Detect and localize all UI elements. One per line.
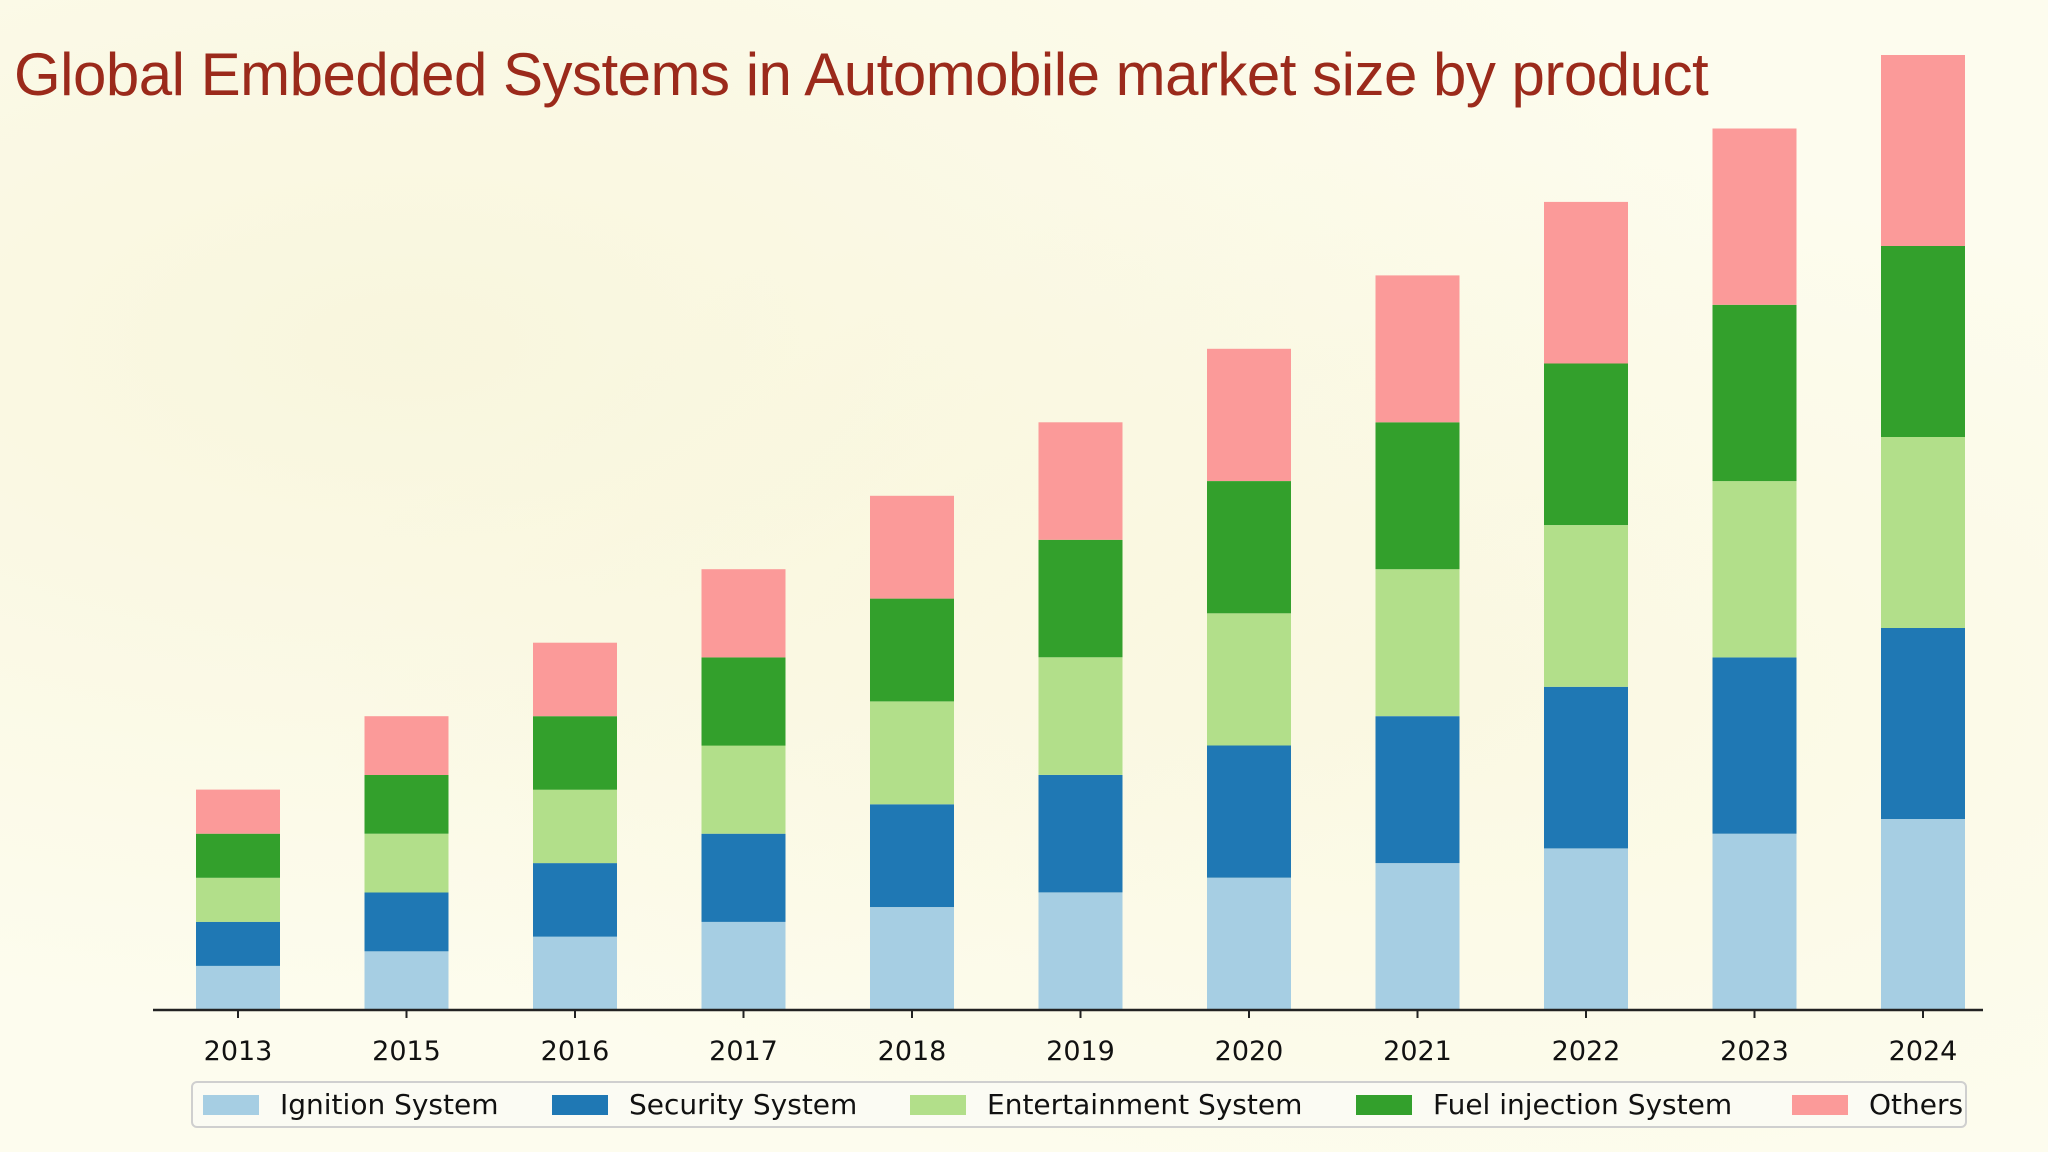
bar-segment-security-system-2016 bbox=[533, 863, 617, 937]
bar-segment-fuel-injection-system-2018 bbox=[870, 598, 954, 702]
bar-segment-entertainment-system-2016 bbox=[533, 789, 617, 864]
bar-segment-others-2016 bbox=[533, 642, 617, 717]
bar-segment-security-system-2024 bbox=[1881, 628, 1965, 819]
legend-label-fuel-injection-system: Fuel injection System bbox=[1433, 1088, 1732, 1121]
bar-segment-ignition-system-2021 bbox=[1375, 863, 1460, 1010]
x-tick-label-2023: 2023 bbox=[1720, 1036, 1789, 1067]
bar-segment-entertainment-system-2024 bbox=[1881, 437, 1965, 628]
bar-segment-fuel-injection-system-2022 bbox=[1544, 363, 1628, 526]
bar-segment-ignition-system-2018 bbox=[870, 907, 954, 1010]
bar-segment-others-2024 bbox=[1881, 55, 1965, 246]
bar-segment-fuel-injection-system-2013 bbox=[196, 833, 280, 878]
bar-segment-entertainment-system-2019 bbox=[1038, 657, 1123, 775]
x-tick-labels: 2013 2015 2016 2017 2018 2019 2020 2021 2022 2023… bbox=[204, 1010, 1958, 1067]
bars-layer bbox=[196, 55, 1965, 1010]
x-tick-label-2015: 2015 bbox=[372, 1036, 441, 1067]
bar-segment-ignition-system-2020 bbox=[1207, 877, 1291, 1010]
legend-swatch-fuel-injection-system bbox=[1356, 1095, 1412, 1115]
bar-segment-others-2018 bbox=[870, 495, 954, 599]
x-tick-label-2020: 2020 bbox=[1215, 1036, 1284, 1067]
legend-box bbox=[191, 1081, 1967, 1128]
bar-segment-others-2013 bbox=[196, 789, 280, 834]
bar-segment-ignition-system-2013 bbox=[196, 965, 280, 1010]
bar-segment-ignition-system-2015 bbox=[364, 951, 449, 1010]
bar-segment-fuel-injection-system-2023 bbox=[1712, 304, 1797, 482]
bar-segment-fuel-injection-system-2015 bbox=[364, 774, 449, 834]
bar-segment-security-system-2020 bbox=[1207, 745, 1291, 878]
x-tick-label-2024: 2024 bbox=[1889, 1036, 1958, 1067]
bar-segment-security-system-2023 bbox=[1712, 657, 1797, 834]
bar-segment-entertainment-system-2021 bbox=[1375, 569, 1460, 717]
chart-title: Global Embedded Systems in Automobile ma… bbox=[14, 41, 1709, 108]
bar-segment-entertainment-system-2022 bbox=[1544, 525, 1628, 687]
x-tick-label-2022: 2022 bbox=[1552, 1036, 1621, 1067]
bar-segment-entertainment-system-2020 bbox=[1207, 613, 1291, 746]
bar-segment-others-2017 bbox=[701, 569, 786, 658]
legend-label-ignition-system: Ignition System bbox=[280, 1088, 499, 1121]
bar-segment-fuel-injection-system-2016 bbox=[533, 716, 617, 790]
bar-segment-ignition-system-2016 bbox=[533, 936, 617, 1010]
bar-segment-ignition-system-2023 bbox=[1712, 833, 1797, 1010]
bar-segment-others-2022 bbox=[1544, 201, 1628, 364]
bar-segment-fuel-injection-system-2021 bbox=[1375, 422, 1460, 570]
legend-swatch-ignition-system bbox=[203, 1095, 259, 1115]
bar-segment-security-system-2019 bbox=[1038, 774, 1123, 893]
bar-segment-security-system-2022 bbox=[1544, 686, 1628, 849]
bar-segment-others-2021 bbox=[1375, 275, 1460, 423]
bar-segment-ignition-system-2019 bbox=[1038, 892, 1123, 1010]
x-tick-label-2021: 2021 bbox=[1383, 1036, 1452, 1067]
bar-segment-security-system-2013 bbox=[196, 921, 280, 966]
bar-segment-entertainment-system-2015 bbox=[364, 833, 449, 893]
x-tick-label-2017: 2017 bbox=[709, 1036, 778, 1067]
bar-segment-entertainment-system-2017 bbox=[701, 745, 786, 834]
bar-segment-fuel-injection-system-2017 bbox=[701, 657, 786, 746]
bar-segment-security-system-2021 bbox=[1375, 716, 1460, 864]
bar-segment-fuel-injection-system-2019 bbox=[1038, 539, 1123, 658]
x-tick-label-2013: 2013 bbox=[204, 1036, 273, 1067]
bar-segment-security-system-2015 bbox=[364, 892, 449, 952]
bar-segment-others-2015 bbox=[364, 716, 449, 775]
legend-swatch-entertainment-system bbox=[910, 1095, 966, 1115]
legend-swatch-security-system bbox=[552, 1095, 608, 1115]
x-tick-label-2019: 2019 bbox=[1046, 1036, 1115, 1067]
legend-label-security-system: Security System bbox=[629, 1088, 857, 1121]
bar-segment-security-system-2018 bbox=[870, 804, 954, 908]
bar-segment-fuel-injection-system-2020 bbox=[1207, 481, 1291, 614]
bar-segment-security-system-2017 bbox=[701, 833, 786, 922]
legend-swatch-others bbox=[1792, 1095, 1848, 1115]
legend-label-others: Others bbox=[1869, 1088, 1963, 1121]
legend: Ignition System Security System Entertainm… bbox=[191, 1081, 1967, 1128]
x-tick-label-2018: 2018 bbox=[878, 1036, 947, 1067]
legend-label-entertainment-system: Entertainment System bbox=[987, 1088, 1302, 1121]
bar-segment-ignition-system-2017 bbox=[701, 921, 786, 1010]
x-tick-label-2016: 2016 bbox=[541, 1036, 610, 1067]
bar-segment-others-2023 bbox=[1712, 128, 1797, 305]
bar-segment-entertainment-system-2018 bbox=[870, 701, 954, 805]
bar-segment-others-2019 bbox=[1038, 422, 1123, 540]
bar-segment-ignition-system-2024 bbox=[1881, 819, 1965, 1010]
bar-segment-entertainment-system-2023 bbox=[1712, 481, 1797, 658]
bar-segment-others-2020 bbox=[1207, 348, 1291, 481]
bar-segment-ignition-system-2022 bbox=[1544, 848, 1628, 1010]
bar-segment-entertainment-system-2013 bbox=[196, 877, 280, 922]
bar-segment-fuel-injection-system-2024 bbox=[1881, 246, 1965, 437]
